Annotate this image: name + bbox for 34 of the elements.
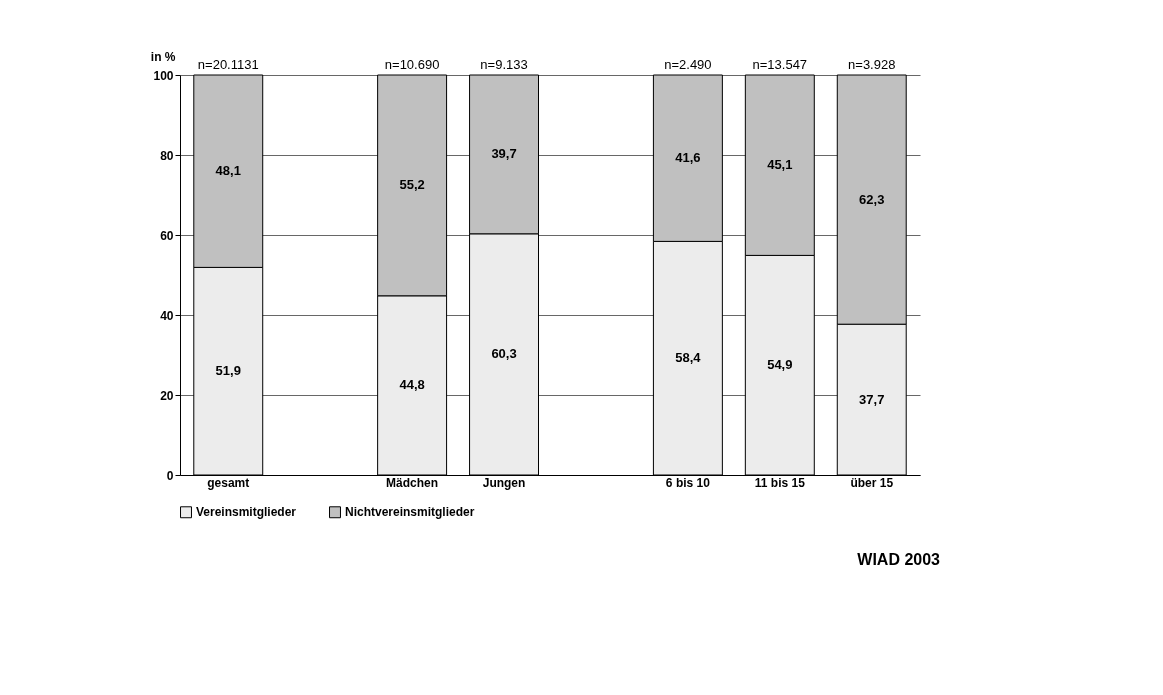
annotation: n=13.547 bbox=[752, 57, 808, 72]
annotation: n=10.690 bbox=[384, 57, 440, 72]
annotation: n=9.133 bbox=[480, 57, 528, 72]
x-tick-label: Jungen bbox=[482, 475, 526, 490]
data-label: 39,7 bbox=[491, 146, 517, 162]
data-label: 58,4 bbox=[675, 350, 702, 366]
y-tick-label: 20 bbox=[160, 388, 174, 403]
data-label: 44,8 bbox=[399, 377, 425, 393]
data-label: 48,1 bbox=[215, 163, 241, 179]
data-label: 60,3 bbox=[491, 346, 517, 362]
y-tick-label: 0 bbox=[166, 468, 174, 483]
x-tick-label: 6 bis 10 bbox=[665, 475, 711, 490]
y-axis-title: in % bbox=[150, 49, 176, 64]
data-label: 55,2 bbox=[399, 177, 425, 193]
data-label: 54,9 bbox=[767, 357, 793, 373]
data-label: 37,7 bbox=[859, 391, 885, 407]
x-tick-label: Mädchen bbox=[386, 475, 439, 490]
y-tick-label: 100 bbox=[153, 68, 174, 83]
legend-label: Nichtvereinsmitglieder bbox=[345, 505, 475, 520]
annotation: n=20.1131 bbox=[197, 57, 259, 72]
data-label: 62,3 bbox=[859, 191, 885, 207]
x-tick-label: gesamt bbox=[207, 475, 250, 490]
y-tick-label: 60 bbox=[160, 228, 174, 243]
x-tick-label: 11 bis 15 bbox=[754, 475, 806, 490]
annotation: n=3.928 bbox=[848, 57, 896, 72]
legend-label: Vereinsmitglieder bbox=[196, 505, 297, 520]
annotation: n=2.490 bbox=[664, 57, 712, 72]
text: WIAD 2003 bbox=[857, 551, 941, 568]
data-label: 45,1 bbox=[767, 157, 793, 173]
x-tick-label: über 15 bbox=[850, 475, 894, 490]
y-tick-label: 40 bbox=[160, 308, 174, 323]
data-label: 41,6 bbox=[675, 150, 701, 166]
y-tick-label: 80 bbox=[160, 148, 174, 163]
data-label: 51,9 bbox=[215, 363, 241, 379]
